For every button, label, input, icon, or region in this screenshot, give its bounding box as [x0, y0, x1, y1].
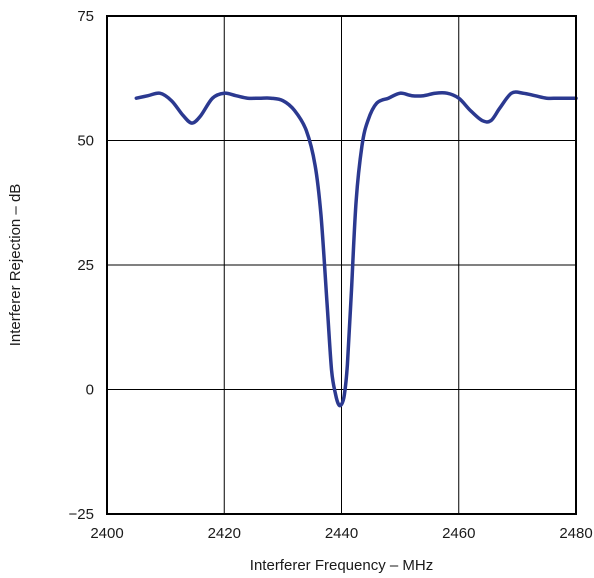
y-tick-label: 25: [77, 257, 94, 274]
y-tick-label: 50: [77, 133, 94, 150]
y-tick-label: −25: [69, 506, 94, 523]
y-tick-label: 75: [77, 8, 94, 25]
x-tick-label: 2440: [325, 525, 358, 542]
x-tick-label: 2480: [559, 525, 592, 542]
gridlines: [107, 16, 576, 514]
x-tick-labels: 2400 2420 2440 2460 2480: [90, 525, 592, 542]
y-axis-label: Interferer Rejection – dB: [7, 184, 24, 347]
x-axis-label: Interferer Frequency – MHz: [250, 557, 433, 574]
x-tick-label: 2420: [208, 525, 241, 542]
x-tick-label: 2400: [90, 525, 123, 542]
series-line-0: [134, 90, 578, 408]
y-tick-labels: −25 0 25 50 75: [69, 8, 94, 523]
series-layer: [134, 90, 578, 408]
plot-frame: [106, 15, 577, 515]
x-tick-label: 2460: [442, 525, 475, 542]
y-tick-label: 0: [86, 382, 94, 399]
